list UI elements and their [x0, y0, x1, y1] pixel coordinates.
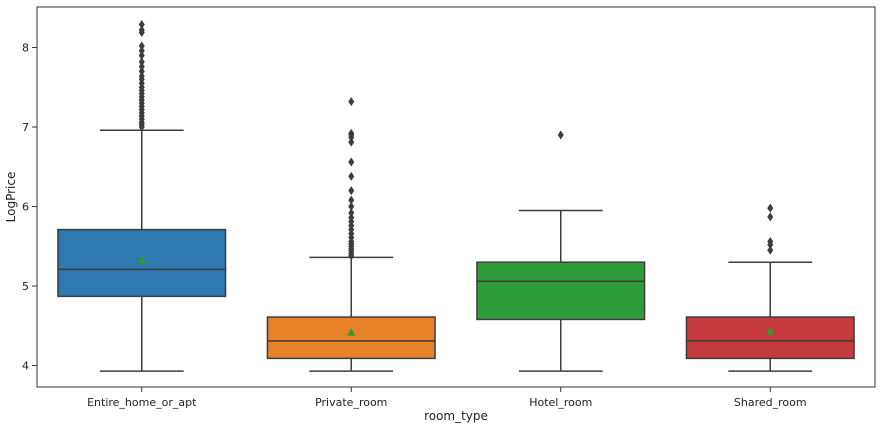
x-tick-label: Hotel_room — [529, 396, 592, 409]
box-group — [266, 97, 436, 372]
outlier-point — [348, 128, 355, 138]
iqr-box — [476, 261, 646, 321]
outlier-point — [138, 41, 145, 51]
outlier-point — [348, 97, 355, 107]
x-axis-ticks: Entire_home_or_apt Private_room Hotel_room… — [87, 387, 807, 409]
outlier-point — [767, 237, 774, 247]
outlier-point — [138, 50, 145, 60]
y-axis-ticks: 4 5 6 7 8 — [22, 42, 37, 373]
outlier-point — [557, 130, 564, 140]
outlier-point — [348, 171, 355, 181]
outlier-point — [138, 46, 145, 56]
y-tick-label: 4 — [22, 360, 29, 373]
outlier-point — [767, 203, 774, 213]
y-tick-label: 5 — [22, 280, 29, 293]
x-tick-label: Entire_home_or_apt — [87, 396, 197, 409]
iqr-box — [266, 316, 436, 360]
mean-marker — [766, 327, 775, 335]
x-tick-label: Shared_room — [734, 396, 807, 409]
outlier-point — [138, 57, 145, 67]
outlier-point — [348, 213, 355, 223]
outlier-point — [138, 71, 145, 81]
mean-marker — [347, 328, 356, 336]
boxes — [57, 19, 855, 372]
y-tick-label: 6 — [22, 201, 29, 214]
outlier-point — [348, 202, 355, 212]
outlier-point — [348, 186, 355, 196]
y-tick-label: 7 — [22, 121, 29, 134]
outlier-point — [138, 62, 145, 72]
outlier-point — [348, 208, 355, 218]
x-axis-label: room_type — [424, 409, 488, 423]
y-tick-label: 8 — [22, 42, 29, 55]
box-group — [685, 203, 855, 372]
outlier-point — [767, 245, 774, 255]
outlier-point — [138, 19, 145, 29]
box-group — [476, 130, 646, 372]
y-axis-label: LogPrice — [4, 172, 18, 223]
mean-marker — [137, 255, 146, 264]
outlier-point — [348, 195, 355, 205]
box-group — [57, 19, 227, 372]
outlier-point — [138, 66, 145, 76]
x-tick-label: Private_room — [315, 396, 387, 409]
outlier-point — [348, 137, 355, 147]
outlier-point — [138, 25, 145, 35]
iqr-box — [685, 316, 855, 360]
outlier-point — [767, 212, 774, 222]
outlier-point — [348, 157, 355, 167]
